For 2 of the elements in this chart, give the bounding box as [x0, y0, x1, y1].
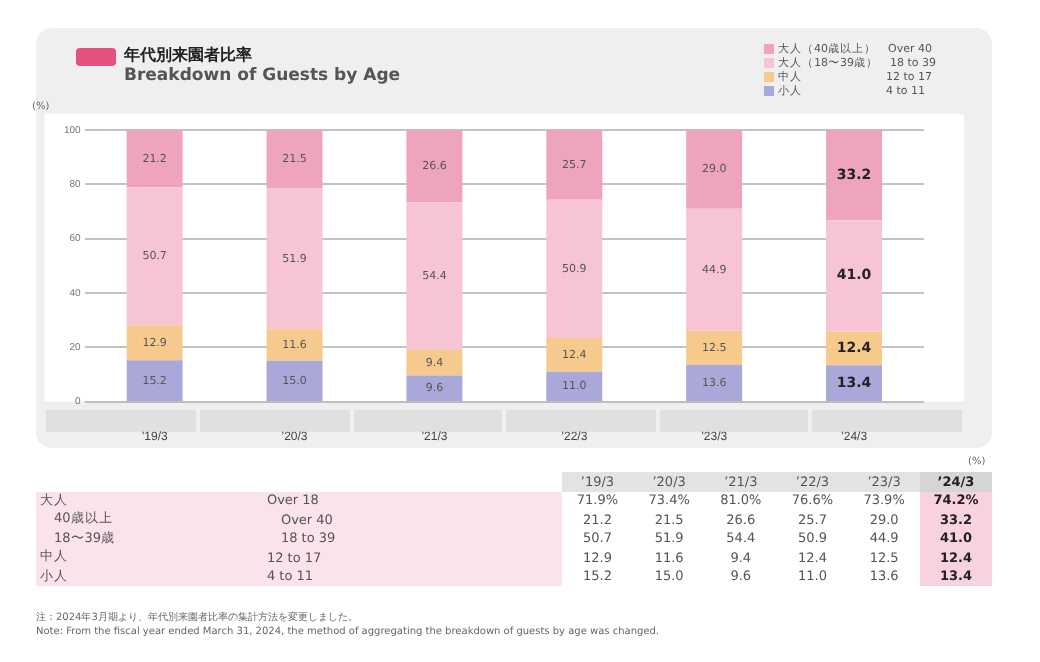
chart-title: 年代別来園者比率: [124, 44, 252, 66]
chart-subtitle: Breakdown of Guests by Age: [124, 66, 401, 86]
